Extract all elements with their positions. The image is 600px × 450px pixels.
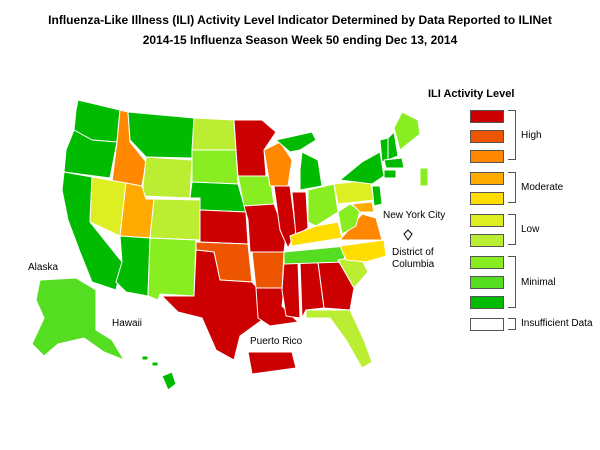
legend-label-minimal: Minimal [521, 277, 556, 288]
legend-title: ILI Activity Level [428, 88, 515, 100]
label-dc-line1: District of [392, 247, 434, 258]
state-florida [305, 309, 373, 369]
state-connecticut [383, 169, 397, 179]
label-puerto-rico: Puerto Rico [250, 336, 303, 347]
legend-swatch-level-2 [470, 276, 504, 289]
legend-swatch-level-3 [470, 256, 504, 269]
state-arkansas [251, 251, 285, 291]
state-wisconsin [263, 141, 293, 187]
state-michigan-upper [275, 131, 317, 153]
label-alaska: Alaska [28, 262, 59, 273]
state-texas [161, 249, 269, 361]
label-hawaii: Hawaii [112, 318, 143, 329]
legend-swatch-level-1 [470, 296, 504, 309]
state-indiana [291, 191, 309, 237]
legend-swatch-level-10 [470, 110, 504, 123]
legend-swatch-level-5 [470, 214, 504, 227]
state-new-hampshire [387, 131, 399, 161]
state-montana [127, 111, 195, 159]
state-maine [393, 111, 421, 151]
puerto-rico-shape [247, 351, 297, 375]
state-mississippi [281, 261, 301, 319]
state-maryland [351, 201, 375, 213]
state-new-mexico [147, 237, 197, 301]
state-west-virginia [337, 203, 361, 235]
new-york-city-box [419, 167, 429, 187]
state-south-dakota [191, 149, 239, 185]
legend-label-high: High [521, 130, 542, 141]
brace-low [508, 214, 516, 245]
hawaii-islet-2 [151, 361, 159, 367]
legend-swatch-level-7 [470, 172, 504, 185]
map-subtitle: 2014-15 Influenza Season Week 50 ending … [142, 33, 458, 47]
brace-high [508, 110, 516, 160]
state-new-york [339, 151, 385, 185]
hawaii-main [161, 371, 177, 391]
state-kentucky [289, 221, 343, 247]
legend-swatch-level-4 [470, 234, 504, 247]
legend-label-moderate: Moderate [521, 182, 564, 193]
legend-swatch-level-8 [470, 150, 504, 163]
state-arizona [115, 235, 151, 297]
brace-insufficient [508, 318, 516, 330]
legend-swatch-level-9 [470, 130, 504, 143]
legend-swatch-level-6 [470, 192, 504, 205]
state-tennessee [283, 245, 347, 265]
brace-minimal [508, 256, 516, 308]
state-vermont [379, 137, 389, 163]
state-michigan [299, 151, 323, 191]
label-dc-line2: Columbia [392, 259, 435, 270]
dc-marker [403, 229, 413, 241]
legend-label-insufficient: Insufficient Data [521, 318, 593, 329]
state-north-carolina [339, 239, 387, 263]
state-colorado [149, 198, 201, 241]
state-north-dakota [191, 117, 237, 151]
state-massachusetts [383, 157, 405, 169]
state-ohio [307, 183, 339, 227]
state-new-jersey [371, 185, 383, 207]
state-minnesota [233, 119, 277, 177]
state-wyoming [141, 156, 193, 199]
hawaii-islet [141, 355, 149, 361]
label-new-york-city: New York City [383, 210, 446, 221]
state-oregon [63, 129, 118, 179]
legend-label-low: Low [521, 224, 540, 235]
legend-swatch-level-0 [470, 318, 504, 331]
state-kansas [199, 209, 249, 245]
alaska-shape [31, 277, 125, 361]
brace-moderate [508, 172, 516, 203]
map-title: Influenza-Like Illness (ILI) Activity Le… [48, 13, 552, 27]
